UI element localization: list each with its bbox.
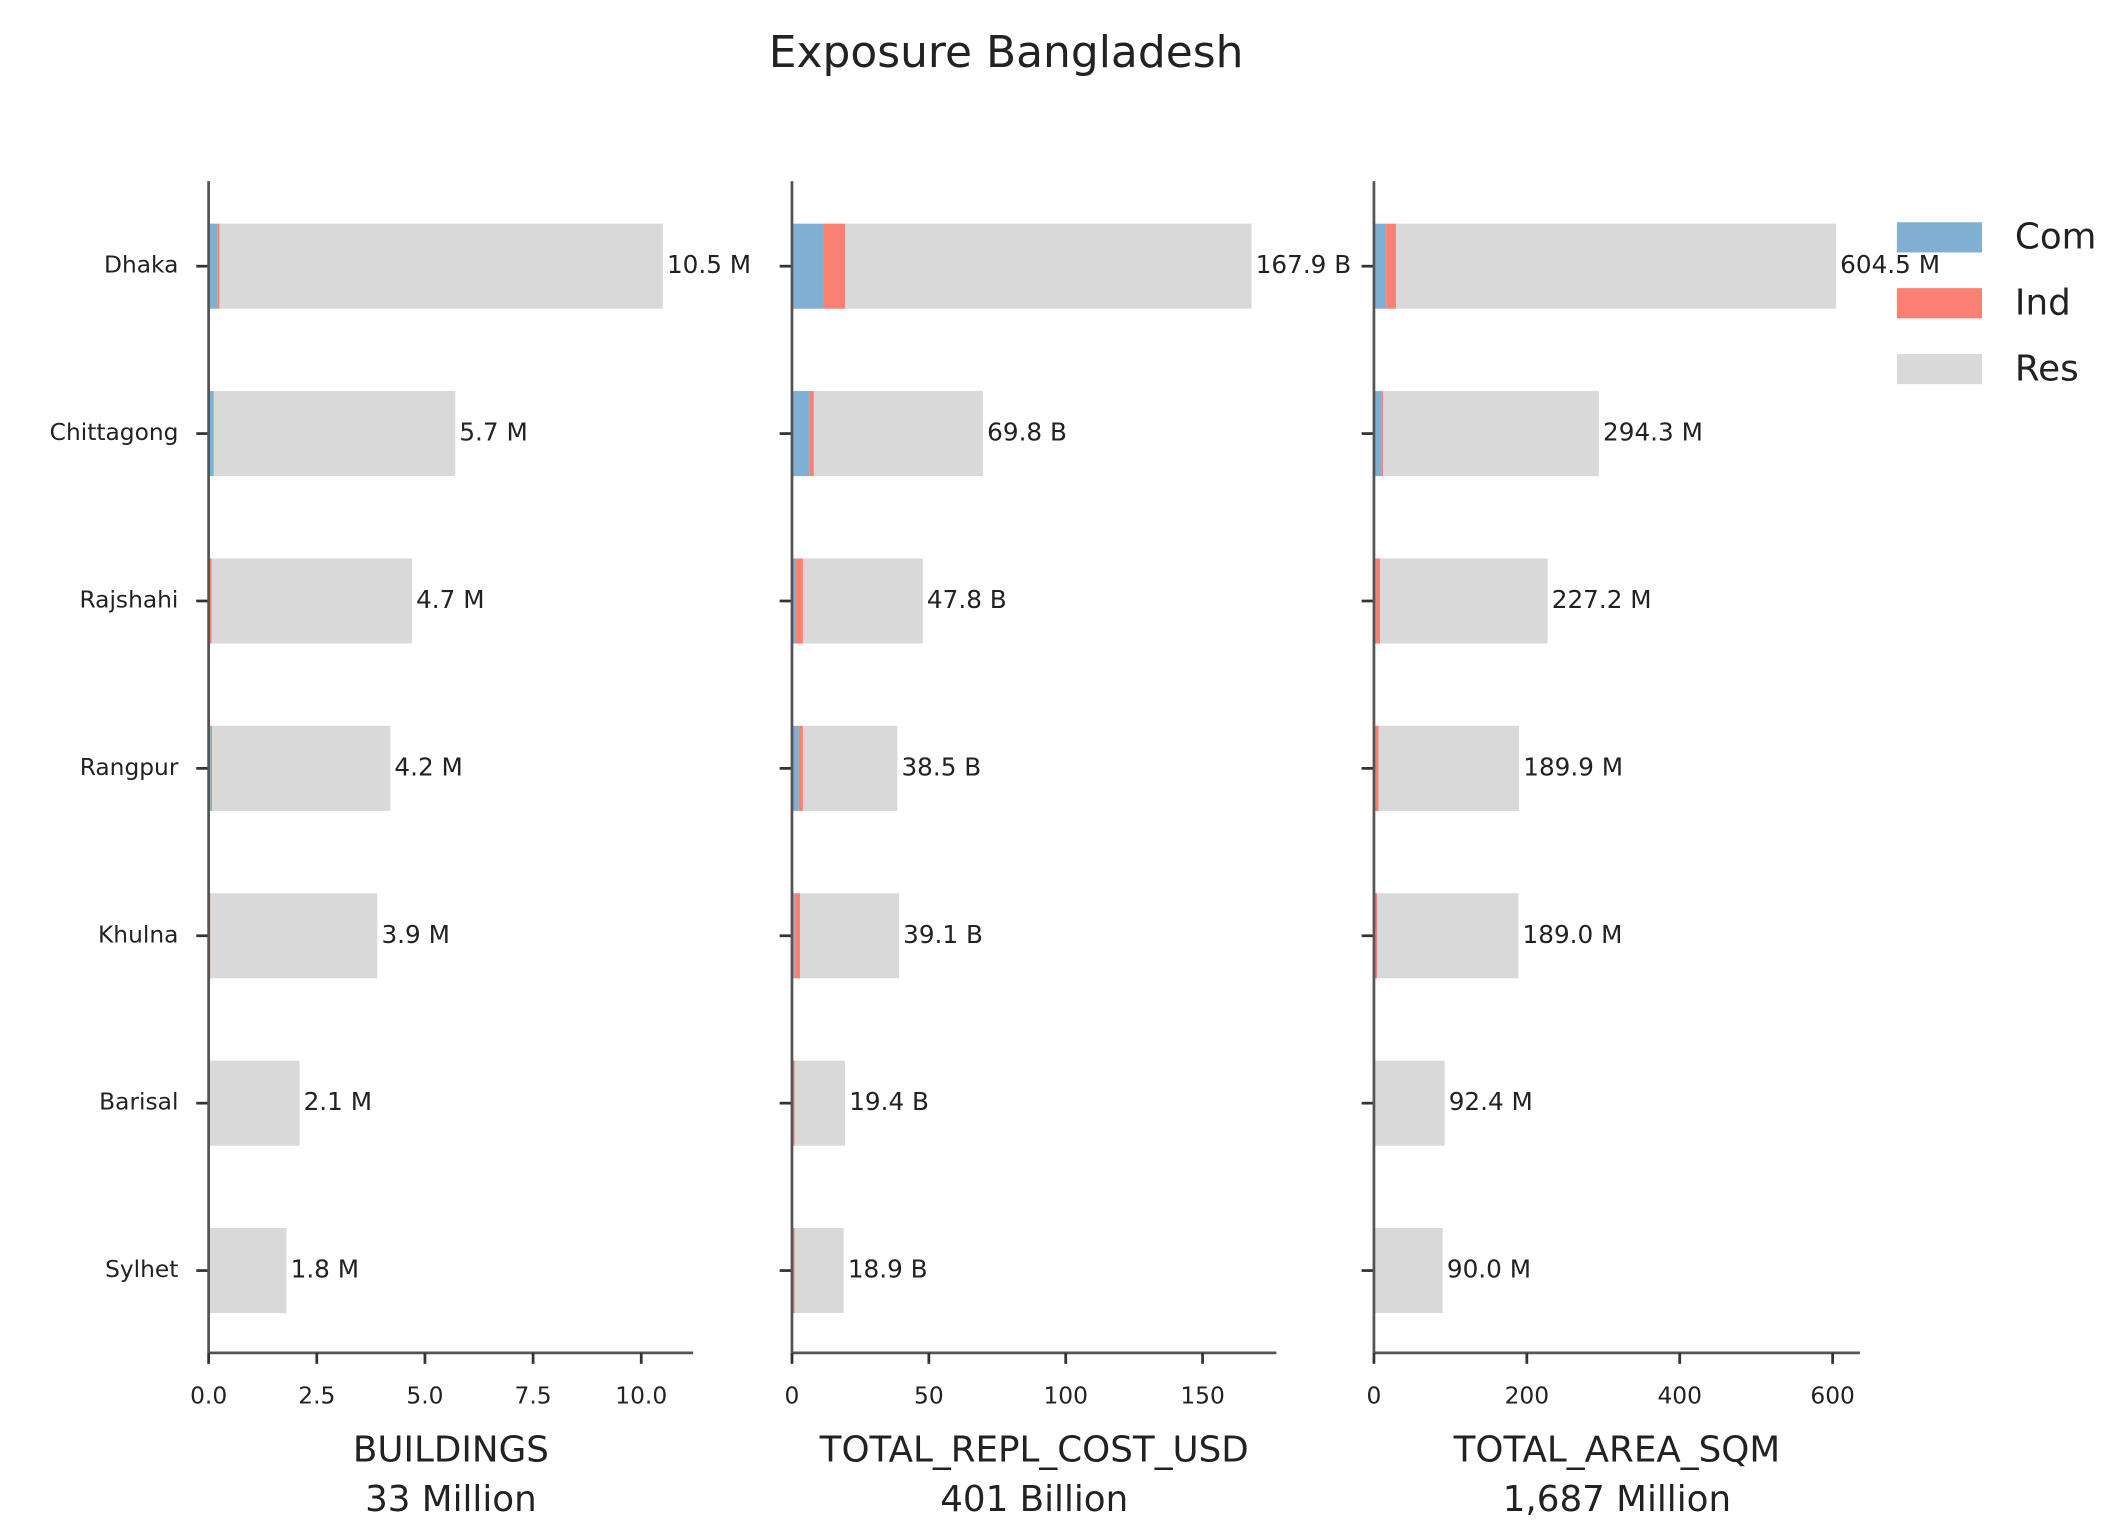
bar-segment	[219, 224, 662, 309]
bar-segment	[803, 726, 897, 811]
bar-segment	[796, 558, 803, 643]
legend-label: Ind	[2015, 283, 2071, 324]
bar-segment	[213, 391, 214, 476]
x-tick-label: 600	[1810, 1382, 1855, 1409]
bar-segment	[793, 1228, 794, 1313]
bar-segment	[1375, 1228, 1443, 1313]
legend-swatch	[1897, 354, 1982, 384]
x-tick-label: 200	[1505, 1382, 1550, 1409]
value-label: 18.9 B	[848, 1255, 928, 1284]
bar-segment	[1375, 1061, 1445, 1146]
x-tick-label: 5.0	[406, 1382, 443, 1409]
y-tick-label: Barisal	[99, 1089, 178, 1116]
bar-segment	[795, 1228, 844, 1313]
value-label: 227.2 M	[1552, 585, 1652, 614]
value-label: 69.8 B	[987, 418, 1067, 447]
bar-segment	[1386, 224, 1396, 309]
bar-segment	[795, 893, 800, 978]
bar-segment	[1379, 726, 1520, 811]
bar-segment	[810, 391, 814, 476]
bar-segment	[209, 1061, 299, 1146]
y-tick-label: Rajshahi	[79, 586, 178, 613]
value-label: 39.1 B	[903, 920, 983, 949]
value-label: 4.2 M	[394, 752, 462, 781]
x-axis-sublabel: 1,687 Million	[1503, 1479, 1731, 1520]
x-axis-label: BUILDINGS	[353, 1430, 549, 1471]
value-label: 38.5 B	[901, 752, 981, 781]
bar-segment	[792, 391, 810, 476]
bar-segment	[792, 224, 823, 309]
value-label: 4.7 M	[416, 585, 484, 614]
x-tick-label: 400	[1657, 1382, 1702, 1409]
value-label: 19.4 B	[849, 1087, 929, 1116]
value-label: 167.9 B	[1256, 250, 1351, 279]
value-label: 90.0 M	[1447, 1255, 1531, 1284]
bar-segment	[210, 893, 377, 978]
bar-segment	[823, 224, 845, 309]
bar-segment	[795, 1061, 845, 1146]
y-tick-label: Chittagong	[50, 419, 179, 446]
bar-segment	[212, 726, 390, 811]
y-tick-label: Khulna	[98, 921, 178, 948]
bar-segment	[217, 224, 219, 309]
x-tick-label: 0	[1367, 1382, 1382, 1409]
bar-segment	[1375, 726, 1378, 811]
bar-segment	[214, 391, 455, 476]
x-tick-label: 2.5	[298, 1382, 335, 1409]
bar-segment	[1380, 558, 1548, 643]
value-label: 189.0 M	[1523, 920, 1623, 949]
x-tick-label: 0.0	[190, 1382, 227, 1409]
x-tick-label: 0	[785, 1382, 800, 1409]
bar-segment	[1396, 224, 1836, 309]
bar-segment	[209, 1228, 286, 1313]
legend-label: Com	[2015, 217, 2096, 258]
bar-segment	[1375, 558, 1380, 643]
x-tick-label: 10.0	[615, 1382, 667, 1409]
value-label: 2.1 M	[304, 1087, 372, 1116]
value-label: 47.8 B	[927, 585, 1007, 614]
x-axis-label: TOTAL_REPL_COST_USD	[819, 1430, 1249, 1471]
chart-title: Exposure Bangladesh	[769, 27, 1244, 78]
bar-segment	[1382, 391, 1384, 476]
y-tick-label: Sylhet	[105, 1256, 178, 1283]
value-label: 10.5 M	[667, 250, 751, 279]
value-label: 294.3 M	[1603, 418, 1703, 447]
x-axis-sublabel: 33 Million	[365, 1479, 537, 1520]
value-label: 92.4 M	[1449, 1087, 1533, 1116]
value-label: 3.9 M	[381, 920, 449, 949]
x-tick-label: 50	[914, 1382, 944, 1409]
y-tick-label: Dhaka	[104, 252, 178, 279]
value-label: 604.5 M	[1840, 250, 1940, 279]
x-tick-label: 100	[1043, 1382, 1088, 1409]
bar-segment	[800, 893, 899, 978]
bar-segment	[212, 558, 412, 643]
legend-swatch	[1897, 222, 1982, 252]
x-axis-sublabel: 401 Billion	[940, 1479, 1128, 1520]
bar-segment	[1374, 224, 1386, 309]
bar-segment	[799, 726, 803, 811]
bar-segment	[793, 1061, 794, 1146]
x-tick-label: 7.5	[515, 1382, 552, 1409]
x-tick-label: 150	[1180, 1382, 1225, 1409]
x-axis-label: TOTAL_AREA_SQM	[1453, 1430, 1781, 1471]
bar-segment	[803, 558, 923, 643]
bar-segment	[211, 726, 212, 811]
legend-label: Res	[2015, 348, 2079, 389]
bar-segment	[1383, 391, 1599, 476]
y-tick-label: Rangpur	[80, 754, 179, 781]
value-label: 5.7 M	[459, 418, 527, 447]
bar-segment	[814, 391, 983, 476]
bar-segment	[845, 224, 1251, 309]
bar-segment	[1377, 893, 1518, 978]
value-label: 1.8 M	[291, 1255, 359, 1284]
legend-swatch	[1897, 288, 1982, 318]
value-label: 189.9 M	[1523, 752, 1623, 781]
